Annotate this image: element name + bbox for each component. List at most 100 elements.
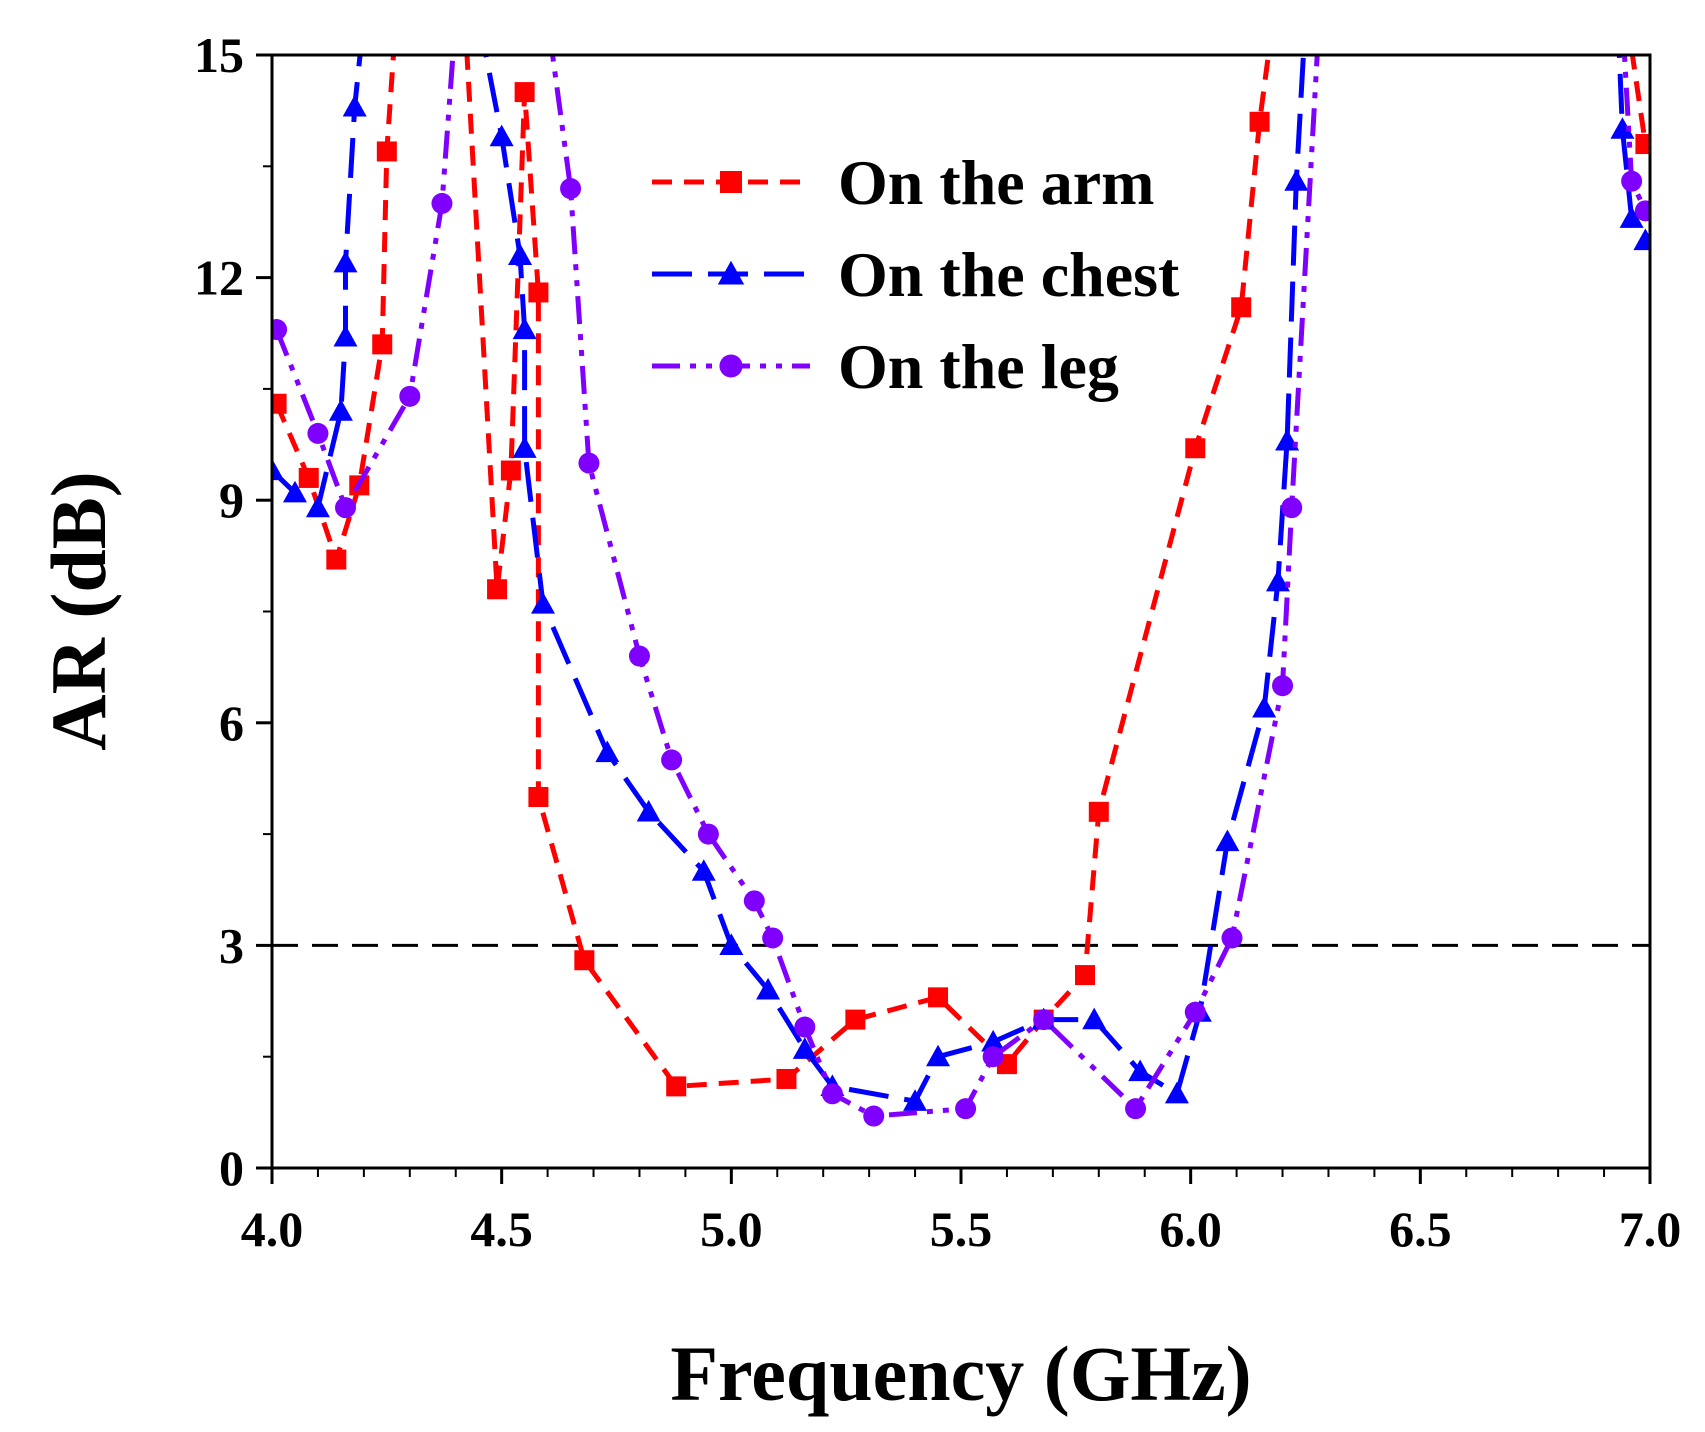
data-point xyxy=(342,94,367,117)
data-point xyxy=(328,399,353,421)
data-point xyxy=(1635,134,1650,155)
data-point xyxy=(487,579,508,600)
series-line xyxy=(274,55,456,511)
y-tick-label: 6 xyxy=(219,695,244,751)
data-point xyxy=(1128,1059,1153,1082)
data-point xyxy=(578,452,600,474)
data-point xyxy=(1634,200,1650,222)
data-point xyxy=(776,1068,797,1089)
y-tick-label: 9 xyxy=(219,472,244,528)
data-point xyxy=(1125,1098,1147,1120)
series-on-the-arm xyxy=(272,55,1650,1097)
data-point xyxy=(528,787,549,807)
data-point xyxy=(636,799,661,822)
legend-label: On the leg xyxy=(838,331,1119,402)
x-tick-label: 6.0 xyxy=(1159,1201,1222,1257)
data-point xyxy=(305,495,330,518)
data-point xyxy=(333,250,358,273)
data-point xyxy=(792,1037,817,1059)
data-point xyxy=(691,859,716,881)
y-tick-label: 15 xyxy=(194,27,244,83)
data-point xyxy=(307,422,329,444)
data-point xyxy=(514,82,535,103)
data-point xyxy=(333,324,358,347)
data-point xyxy=(903,1089,928,1111)
data-point xyxy=(1621,170,1643,192)
data-point xyxy=(1164,1081,1189,1104)
x-tick-label: 5.0 xyxy=(700,1201,763,1257)
data-point xyxy=(1185,438,1206,459)
data-point xyxy=(1249,111,1270,132)
data-point xyxy=(574,950,595,971)
data-point xyxy=(628,645,650,667)
data-point xyxy=(326,549,347,570)
legend-label: On the chest xyxy=(838,239,1180,310)
data-point xyxy=(1231,297,1252,318)
data-point xyxy=(719,933,744,955)
legend: On the arm On the chest On the leg xyxy=(652,147,1180,402)
legend-label: On the arm xyxy=(838,147,1154,218)
series-line xyxy=(550,55,1320,1119)
data-point xyxy=(334,497,356,519)
data-point xyxy=(697,823,719,845)
data-point xyxy=(1610,117,1635,139)
data-point xyxy=(1033,1009,1055,1031)
data-point xyxy=(1252,695,1277,718)
data-point xyxy=(372,334,393,355)
data-point xyxy=(661,749,683,771)
y-tick-label: 0 xyxy=(219,1140,244,1196)
data-point xyxy=(489,124,514,147)
data-point xyxy=(508,243,533,265)
data-point xyxy=(1075,965,1096,986)
data-point xyxy=(1272,675,1294,697)
legend-marker xyxy=(717,260,745,285)
data-point xyxy=(845,1009,866,1030)
data-point xyxy=(666,1076,687,1097)
x-tick-label: 7.0 xyxy=(1619,1201,1682,1257)
data-point xyxy=(399,385,421,407)
data-point xyxy=(282,480,307,503)
legend-marker xyxy=(719,354,743,378)
data-point xyxy=(298,467,319,488)
x-axis-title: Frequency (GHz) xyxy=(670,1330,1251,1417)
data-point xyxy=(1215,829,1240,852)
data-point xyxy=(528,282,549,303)
data-point xyxy=(1082,1007,1107,1030)
series-on-the-leg xyxy=(272,55,1650,1127)
data-point xyxy=(512,436,537,458)
axes-layer: 4.0 4.5 5.0 5.5 6.0 6.5 7.0 0 3 6 9 12 15 xyxy=(194,27,1681,1257)
series-on-the-chest xyxy=(272,55,1650,1111)
x-tick-label: 4.0 xyxy=(241,1201,304,1257)
data-point xyxy=(982,1046,1004,1068)
data-point xyxy=(821,1083,843,1105)
data-point xyxy=(272,458,284,481)
data-point xyxy=(762,927,784,949)
data-point xyxy=(595,740,620,763)
data-point xyxy=(926,1044,951,1067)
x-tick-label: 6.5 xyxy=(1389,1201,1452,1257)
data-point xyxy=(431,192,453,214)
data-point xyxy=(1221,927,1243,949)
data-point xyxy=(794,1016,816,1038)
data-point xyxy=(743,890,765,912)
data-point xyxy=(512,317,537,340)
data-point xyxy=(1284,169,1309,191)
data-point xyxy=(272,319,288,341)
data-point xyxy=(560,178,582,200)
x-tick-label: 5.5 xyxy=(930,1201,993,1257)
series-layer xyxy=(272,55,1650,1127)
series-line xyxy=(1629,55,1648,145)
data-point xyxy=(1184,1001,1206,1023)
data-point xyxy=(1088,801,1109,822)
data-point xyxy=(531,592,556,614)
data-point xyxy=(272,393,287,414)
data-point xyxy=(1281,497,1303,519)
data-point xyxy=(863,1105,885,1127)
data-point xyxy=(928,987,949,1008)
legend-marker xyxy=(720,171,742,193)
data-point xyxy=(1619,206,1644,228)
data-point xyxy=(955,1098,977,1120)
data-point xyxy=(1633,228,1650,251)
data-point xyxy=(756,977,781,1000)
